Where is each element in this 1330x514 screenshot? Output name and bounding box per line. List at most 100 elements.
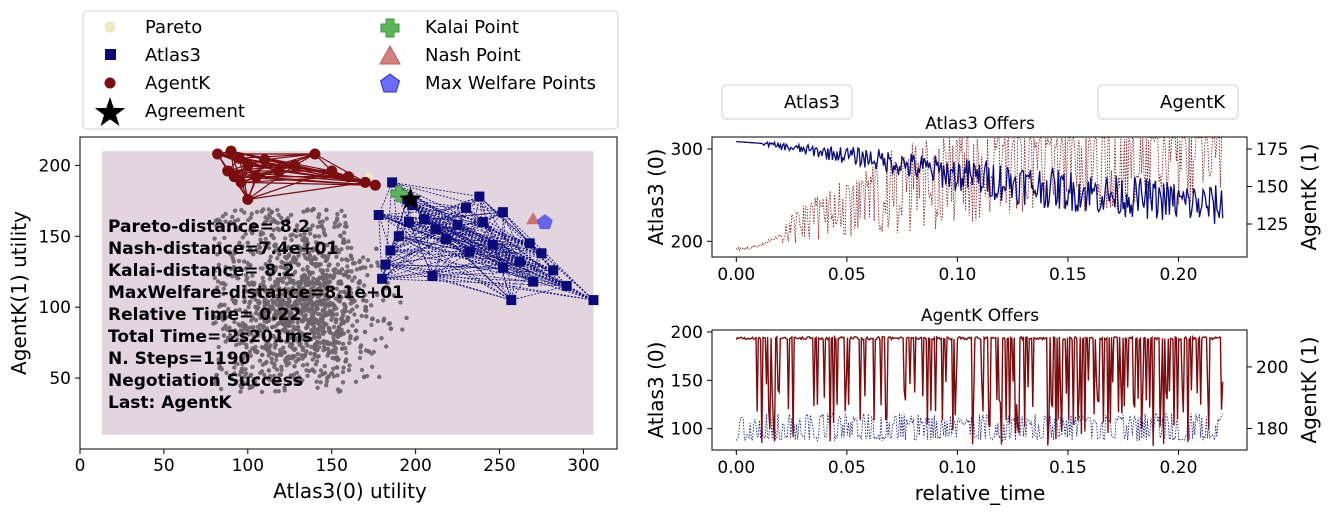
outcome-dot — [249, 339, 254, 344]
outcome-dot — [272, 219, 277, 224]
agentk-offer-line — [264, 153, 316, 161]
outcome-dot — [247, 349, 253, 354]
atlas3-offer-point — [427, 270, 438, 281]
outcome-dot — [312, 301, 317, 306]
outcome-dot — [278, 338, 284, 343]
outcome-dot — [267, 290, 272, 296]
outcome-dot — [284, 310, 289, 316]
outcome-dot — [350, 323, 355, 328]
outcome-dot — [313, 342, 318, 347]
outcome-dot — [242, 374, 247, 380]
outcome-dot — [231, 265, 237, 270]
utility-chart: 0 50 100 150 200 250 300 50 100 150 200 Atlas3(0) … — [7, 136, 618, 503]
outcome-dot — [281, 298, 286, 303]
outcome-dot — [369, 322, 374, 328]
outcome-dot — [298, 380, 303, 385]
outcome-dot — [384, 344, 389, 349]
outcome-dot — [214, 372, 219, 378]
agentk-offers-chart: AgentK Offers 0.00 0.05 0.10 0.15 0.20 100 150… — [644, 306, 1321, 505]
outcome-dot — [303, 281, 308, 286]
outcome-dot — [279, 368, 284, 373]
atlas3-offer-line — [492, 242, 530, 246]
legend-nash-label: Nash Point — [425, 45, 521, 66]
outcome-dot — [275, 328, 280, 334]
atlas3-offer-line — [398, 235, 534, 283]
outcome-dot — [253, 304, 258, 310]
atlas3-offer-line — [391, 182, 433, 277]
outcome-dot — [275, 256, 280, 261]
outcome-dot — [295, 351, 300, 357]
outcome-dot — [287, 361, 292, 366]
atlas3-offer-line — [432, 275, 534, 283]
outcome-dot — [241, 259, 247, 264]
outcome-dot — [404, 315, 409, 321]
outcome-dot — [327, 301, 333, 306]
outcome-dot — [358, 345, 363, 350]
outcome-dot — [289, 334, 294, 339]
outcome-dot — [321, 227, 326, 232]
outcome-dot — [274, 357, 279, 363]
outcome-dot — [327, 251, 332, 256]
outcome-dot — [257, 358, 263, 363]
outcome-dot — [331, 248, 336, 254]
outcome-dot — [236, 322, 241, 327]
outcome-dot — [250, 273, 255, 278]
outcome-dot — [315, 243, 320, 248]
outcome-dot — [250, 230, 255, 236]
outcome-dot — [276, 246, 281, 251]
outcome-dot — [293, 316, 299, 321]
atlas3-offer-point — [393, 231, 404, 242]
outcome-dot — [273, 342, 278, 347]
atlas3-offer-line — [407, 199, 554, 271]
atlas3-offer-line — [468, 196, 480, 252]
atlas3-offer-line — [385, 264, 534, 283]
outcome-dot — [314, 379, 319, 384]
outcome-dot — [264, 359, 269, 365]
outcome-dot — [292, 300, 298, 305]
outcome-dot — [283, 326, 288, 331]
outcome-dot — [294, 370, 300, 375]
stat-nash-distance: Nash-distance=7.4e+01 — [108, 239, 338, 259]
agentk-offer-point — [272, 165, 284, 177]
offers-ytick-left-label: 300 — [671, 140, 703, 160]
outcome-dot — [304, 239, 309, 244]
outcome-dot — [231, 299, 237, 304]
outcome-dot — [307, 289, 312, 294]
agentk-offer-series — [736, 136, 1223, 252]
outcome-dot — [243, 371, 249, 376]
outcome-dot — [240, 235, 246, 240]
atlas3-offer-line — [465, 207, 520, 263]
atlas3-offer-line — [407, 199, 530, 244]
outcome-dot — [359, 313, 364, 319]
outcome-dot — [313, 247, 318, 252]
offers-ytick-right-label: 200 — [1256, 358, 1288, 378]
outcome-dot — [331, 307, 336, 312]
outcome-dot — [337, 269, 342, 274]
atlas3-offer-line — [511, 285, 567, 301]
outcome-dot — [212, 275, 217, 280]
outcome-dot — [276, 389, 281, 394]
atlas3-offer-line — [382, 278, 567, 287]
outcome-dot — [223, 211, 228, 217]
outcome-dot — [216, 217, 221, 223]
outcome-dot — [248, 373, 253, 379]
outcome-dot — [400, 327, 405, 332]
offers-legend-right-label: AgentK — [1160, 92, 1226, 113]
outcome-dot — [307, 231, 313, 236]
legend-pareto-marker — [104, 21, 116, 33]
outcome-dot — [308, 351, 313, 356]
outcome-dot — [308, 227, 313, 232]
outcome-dot — [242, 210, 247, 215]
outcome-dot — [272, 334, 277, 340]
outcome-dot — [331, 342, 336, 347]
outcome-dot — [315, 385, 320, 390]
outcome-dot — [335, 211, 340, 217]
outcome-dot — [302, 297, 307, 302]
atlas3-offer-line — [432, 251, 470, 277]
outcome-dot — [267, 276, 273, 282]
outcome-dot — [305, 343, 310, 348]
outcome-dot — [219, 303, 224, 308]
outcome-dot — [336, 325, 341, 330]
outcome-dot — [359, 367, 365, 373]
atlas3-offer-line — [519, 261, 554, 271]
